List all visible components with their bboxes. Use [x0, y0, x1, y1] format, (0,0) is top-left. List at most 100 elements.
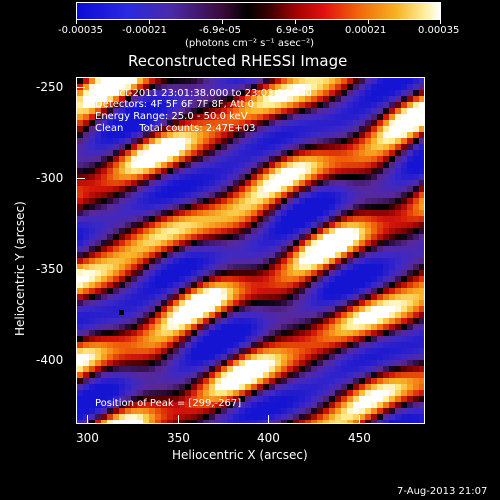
- heatmap-cell: [101, 252, 108, 259]
- heatmap-cell: [419, 96, 424, 103]
- heatmap-cell: [275, 84, 282, 91]
- heatmap-cell: [299, 348, 306, 355]
- heatmap-cell: [293, 408, 300, 415]
- heatmap-cell: [239, 276, 246, 283]
- heatmap-cell: [131, 258, 138, 265]
- heatmap-cell: [197, 414, 204, 421]
- heatmap-cell: [401, 174, 408, 181]
- heatmap-cell: [317, 198, 324, 205]
- heatmap-cell: [101, 156, 108, 163]
- heatmap-cell: [413, 228, 420, 235]
- heatmap-cell: [107, 240, 114, 247]
- heatmap-cell: [251, 360, 258, 367]
- heatmap-cell: [419, 210, 424, 217]
- heatmap-cell: [233, 414, 240, 421]
- heatmap-cell: [77, 240, 84, 247]
- heatmap-cell: [323, 180, 330, 187]
- heatmap-cell: [119, 372, 126, 379]
- heatmap-cell: [149, 408, 156, 415]
- heatmap-cell: [137, 180, 144, 187]
- heatmap-cell: [107, 396, 114, 403]
- heatmap-cell: [353, 192, 360, 199]
- heatmap-cell: [251, 402, 258, 409]
- heatmap-cell: [293, 402, 300, 409]
- heatmap-cell: [383, 84, 390, 91]
- heatmap-cell: [305, 384, 312, 391]
- heatmap-cell: [389, 174, 396, 181]
- heatmap-cell: [293, 180, 300, 187]
- heatmap-cell: [287, 408, 294, 415]
- heatmap-cell: [305, 198, 312, 205]
- heatmap-cell: [89, 174, 96, 181]
- heatmap-cell: [95, 378, 102, 385]
- heatmap-cell: [413, 270, 420, 277]
- heatmap-cell: [227, 294, 234, 301]
- heatmap-cell: [323, 324, 330, 331]
- heatmap-cell: [389, 288, 396, 295]
- heatmap-cell: [101, 390, 108, 397]
- heatmap-cell: [113, 156, 120, 163]
- heatmap-cell: [335, 174, 342, 181]
- heatmap-cell: [209, 186, 216, 193]
- heatmap-cell: [365, 336, 372, 343]
- heatmap-cell: [383, 78, 390, 85]
- heatmap-cell: [239, 90, 246, 97]
- heatmap-cell: [245, 192, 252, 199]
- heatmap-cell: [137, 324, 144, 331]
- heatmap-cell: [233, 324, 240, 331]
- heatmap-cell: [257, 210, 264, 217]
- heatmap-cell: [89, 342, 96, 349]
- heatmap-cell: [77, 324, 84, 331]
- heatmap-cell: [77, 354, 84, 361]
- heatmap-cell: [191, 150, 198, 157]
- heatmap-cell: [215, 366, 222, 373]
- heatmap-cell: [101, 138, 108, 145]
- heatmap-cell: [233, 228, 240, 235]
- heatmap-cell: [113, 336, 120, 343]
- heatmap-cell: [203, 270, 210, 277]
- heatmap-cell: [395, 168, 402, 175]
- heatmap-cell: [419, 330, 424, 337]
- heatmap-cell: [311, 402, 318, 409]
- heatmap-cell: [203, 120, 210, 127]
- heatmap-cell: [263, 414, 270, 421]
- heatmap-cell: [317, 138, 324, 145]
- heatmap-cell: [83, 102, 90, 109]
- heatmap-cell: [371, 360, 378, 367]
- heatmap-cell: [341, 336, 348, 343]
- heatmap-cell: [185, 222, 192, 229]
- heatmap-cell: [131, 78, 138, 85]
- heatmap-cell: [203, 366, 210, 373]
- heatmap-cell: [227, 108, 234, 115]
- heatmap-cell: [251, 222, 258, 229]
- heatmap-cell: [251, 114, 258, 121]
- heatmap-cell: [365, 378, 372, 385]
- heatmap-cell: [137, 372, 144, 379]
- heatmap-cell: [341, 192, 348, 199]
- heatmap-cell: [77, 180, 84, 187]
- heatmap-cell: [83, 96, 90, 103]
- heatmap-cell: [83, 192, 90, 199]
- heatmap-cell: [89, 384, 96, 391]
- heatmap-cell: [251, 342, 258, 349]
- heatmap-cell: [413, 342, 420, 349]
- heatmap-cell: [233, 318, 240, 325]
- heatmap-cell: [203, 222, 210, 229]
- heatmap-cell: [203, 96, 210, 103]
- heatmap-cell: [101, 132, 108, 139]
- heatmap-cell: [299, 420, 306, 423]
- heatmap-cell: [149, 402, 156, 409]
- heatmap-cell: [131, 198, 138, 205]
- heatmap-cell: [113, 234, 120, 241]
- heatmap-cell: [77, 156, 84, 163]
- heatmap-cell: [245, 294, 252, 301]
- heatmap-cell: [161, 378, 168, 385]
- heatmap-cell: [419, 294, 424, 301]
- peak-marker: [119, 310, 124, 315]
- heatmap-cell: [239, 228, 246, 235]
- heatmap-cell: [161, 396, 168, 403]
- heatmap-cell: [161, 150, 168, 157]
- heatmap-cell: [389, 276, 396, 283]
- heatmap-cell: [173, 198, 180, 205]
- heatmap-cell: [371, 312, 378, 319]
